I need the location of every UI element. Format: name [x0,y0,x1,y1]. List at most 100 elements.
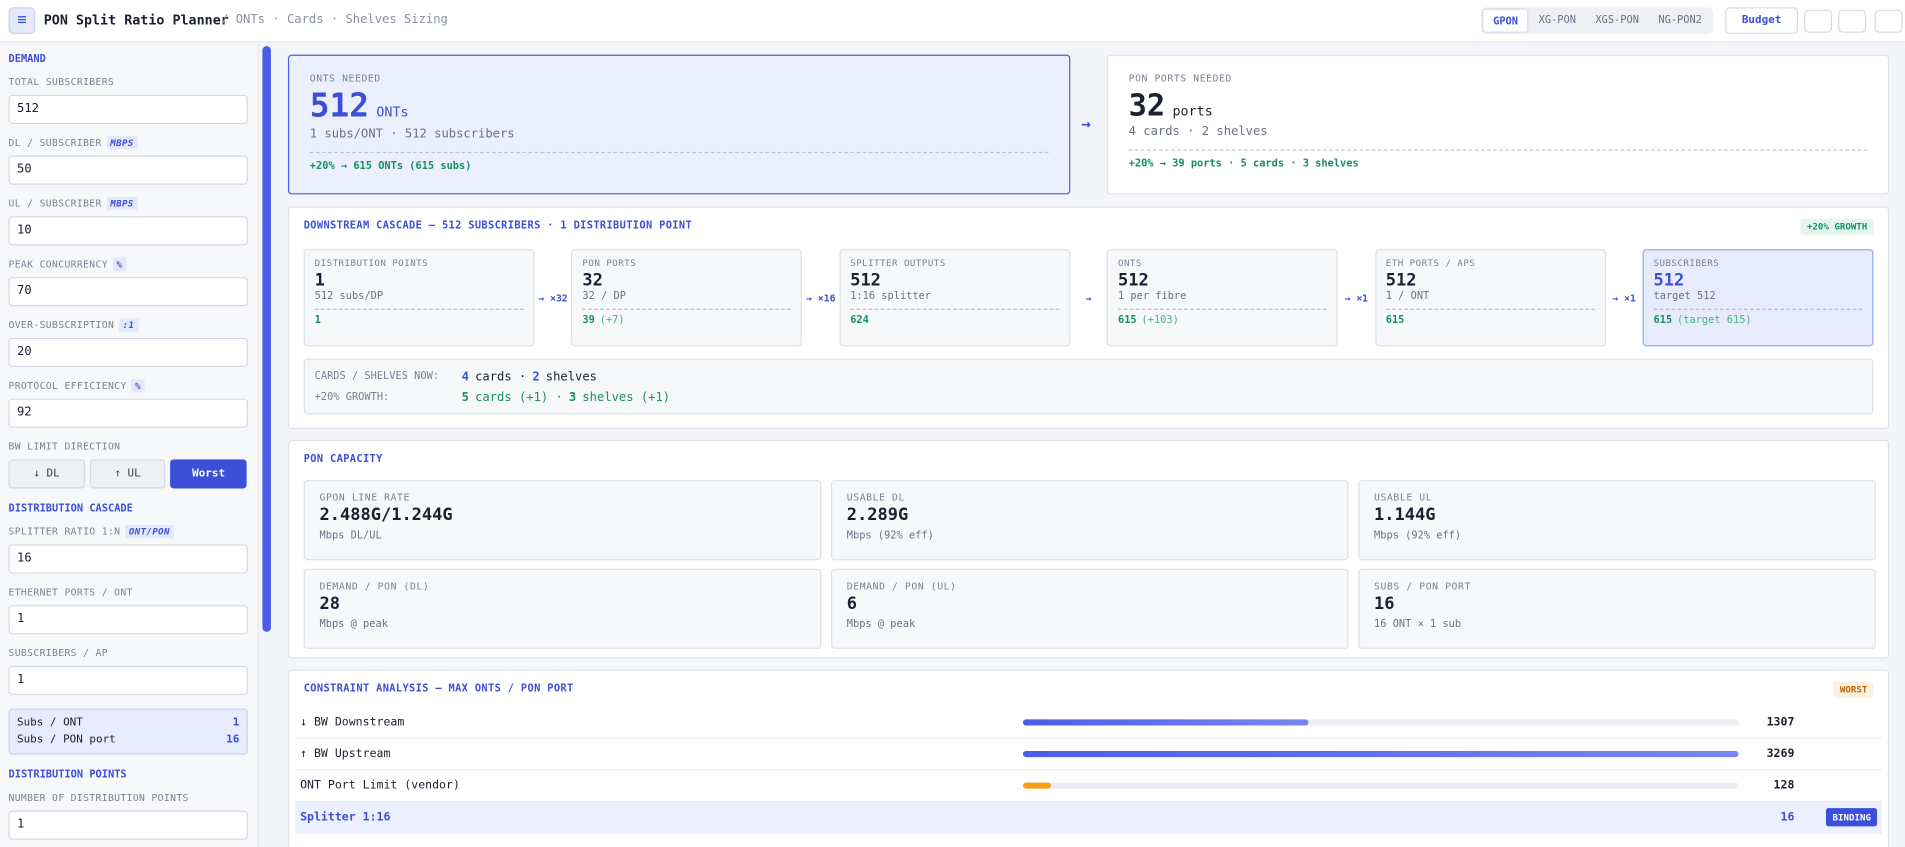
inp[interactable]: 1 [8,665,248,696]
track [1022,719,1739,726]
tab[interactable]: GPON [1482,8,1529,33]
unit: % [131,379,145,393]
inp[interactable]: 50 [8,155,248,185]
fl: PROTOCOL EFFICIENCY% [9,379,247,393]
stg: 615 (+103) [1117,308,1327,327]
sv: 1 [232,716,240,730]
ib[interactable] [1874,9,1903,33]
stg: 624 [850,308,1060,327]
cu: ports [1172,103,1213,120]
fl: TOTAL SUBSCRIBERS [8,76,115,88]
cg: +20% → 615 ONTs (615 subs) [309,151,1049,173]
p: cards (+1) · [475,391,563,405]
cd: 4 cards · 2 shelves [1128,125,1268,139]
bar [1022,750,1739,758]
stl: SPLITTER OUTPUTS [850,257,946,269]
cev: 2.289G [846,505,909,525]
bw[interactable]: Worst [170,459,247,489]
inp[interactable]: 70 [8,277,248,307]
rv: 3269 [1766,747,1795,761]
fl: ETHERNET PORTS / ONT [8,586,133,598]
hdr: ≡ PON Split Ratio Planner / ONTs · Cards ·… [0,0,1905,43]
panel: PON CAPACITY GPON LINE RATE 2.488G/1.244G M… [287,439,1890,659]
dl: (target 615) [1677,314,1752,327]
side: DEMAND TOTAL SUBSCRIBERS 512 DL / SUBSCRIBE… [0,43,259,847]
bar [1022,782,1051,789]
std: Mbps (92% eff) [1374,529,1462,542]
crumb: / ONTs · Cards · Shelves Sizing [221,13,448,27]
rl: ↓ BW Downstream [300,715,405,730]
scroll [262,46,271,632]
inp[interactable]: 1 [8,605,248,635]
inp[interactable]: 20 [8,337,248,367]
ib[interactable] [1804,9,1833,33]
tab[interactable]: XG-PON [1538,14,1576,27]
step: SPLITTER OUTPUTS 512 1:16 splitter 624 [839,249,1071,347]
inp[interactable]: 1 [8,810,248,840]
tabs: GPON XG-PON XGS-PON NG-PON2 [1480,7,1713,35]
srl: Subs / ONT [17,716,83,730]
grid: GPON LINE RATE 2.488G/1.244G Mbps DL/UL USA… [303,480,1876,649]
stv: 32 [582,270,603,291]
pt: CONSTRAINT ANALYSIS — MAX ONTS / PON POR… [303,682,574,696]
cl: PON PORTS NEEDED [1128,72,1232,84]
row: ↑ BW Upstream 3269 [295,739,1882,771]
p: cards · [475,370,527,385]
ib[interactable] [1838,9,1867,33]
cu: ONTs [376,104,409,121]
badge: WORST [1833,681,1874,698]
rv: 16 [1780,810,1795,824]
tab[interactable]: NG-PON2 [1658,14,1702,27]
conn: → ×1 [1612,292,1636,304]
stl: DISTRIBUTION POINTS [314,257,429,269]
bw[interactable]: ↑ UL [89,459,166,489]
cl: DEMAND / PON (UL) [846,580,957,592]
stg: 1 [314,308,524,327]
stl: ONTS [1117,257,1142,269]
rv: 1307 [1766,715,1795,730]
p: shelves (+1) [582,391,671,405]
sr: Subs / ONT 1 [17,715,239,732]
fl: SPLITTER RATIO 1:N ONT/PON [9,524,247,539]
conn: → ×16 [806,292,836,304]
stg: 39 (+7) [582,308,792,327]
inp[interactable]: 16 [8,544,248,574]
stl: SUBSCRIBERS [1653,257,1720,269]
panel: DOWNSTREAM CASCADE — 512 SUBSCRIBERS · 1… [287,206,1890,429]
unit: MBPS [106,196,138,211]
menu[interactable]: ≡ [8,7,36,35]
bw[interactable]: ↓ DL [8,459,85,489]
dl: (+7) [599,314,625,327]
arr: → [1081,115,1091,134]
rv: 128 [1773,778,1795,793]
track [1022,750,1739,758]
inp[interactable]: 512 [8,94,248,124]
cell: USABLE UL 1.144G Mbps (92% eff) [1358,480,1876,561]
std: 512 subs/DP [314,290,384,303]
rl: ONT Port Limit (vendor) [300,778,460,793]
panel: CONSTRAINT ANALYSIS — MAX ONTS / PON POR… [287,669,1890,847]
p: 5 [461,391,469,405]
budget[interactable]: Budget [1725,7,1799,35]
fl: SUBSCRIBERS / AP [8,647,108,659]
conn: → [1085,292,1092,304]
csr: +20% GROWTH: 5 cards (+1) · 3 shelves (+1) [315,388,1863,409]
inp[interactable]: 92 [8,398,248,428]
row: Splitter 1:16 16 BINDING [295,802,1882,834]
cv: 32 ports [1128,87,1213,123]
row: ONT Port Limit (vendor) 128 [295,770,1882,803]
fl: PEAK CONCURRENCY% [9,257,247,272]
inp[interactable]: 10 [8,216,248,246]
stv: 1 [314,270,325,291]
sum: Subs / ONT 1 Subs / PON port 16 [8,708,248,755]
tab[interactable]: XGS-PON [1595,14,1639,27]
csr: CARDS / SHELVES NOW: 4 cards · 2 shelves [315,367,1863,388]
cl: ONTS NEEDED [309,72,381,84]
std: 1 per fibre [1117,290,1187,303]
stg: 615 (target 615) [1653,308,1863,327]
cev: 16 [1374,594,1395,614]
unit: ONT/PON [125,524,174,539]
std: 1 / ONT [1385,290,1430,303]
step: ETH PORTS / APS 512 1 / ONT 615 [1374,249,1606,347]
